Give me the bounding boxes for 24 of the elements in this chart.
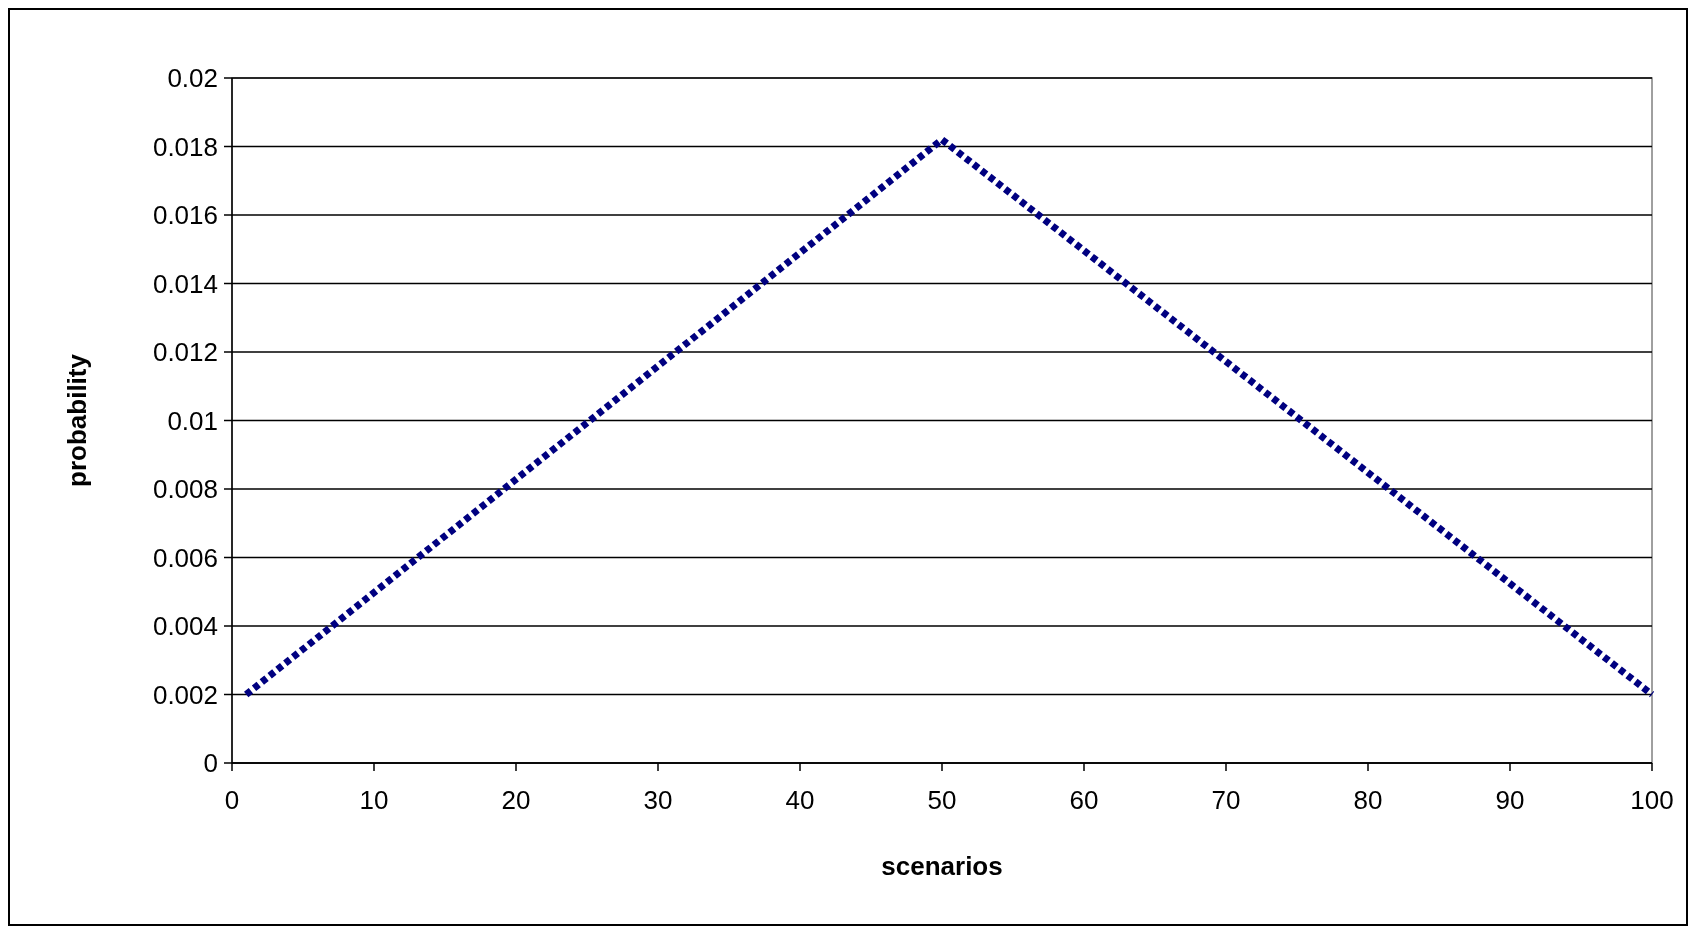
y-tick-label: 0.004 (152, 611, 218, 642)
y-tick-label: 0.006 (152, 542, 218, 573)
y-axis-title: probability (62, 353, 92, 487)
y-tick-label: 0.016 (152, 200, 218, 231)
x-tick-label: 50 (927, 785, 957, 815)
y-tick-label: 0.01 (167, 405, 218, 436)
x-tick-label: 60 (1069, 785, 1099, 815)
y-tick-label: 0 (203, 748, 218, 779)
y-tick-label: 0.008 (152, 474, 218, 505)
y-tick-label: 0.002 (152, 679, 218, 710)
y-tick-label: 0.018 (152, 131, 218, 162)
x-tick-label: 90 (1495, 785, 1525, 815)
x-tick-label: 70 (1211, 785, 1241, 815)
x-tick-label: 20 (501, 785, 531, 815)
x-tick-label: 100 (1630, 785, 1674, 815)
x-tick-label: 0 (224, 785, 240, 815)
x-tick-label: 30 (643, 785, 673, 815)
x-tick-label: 10 (359, 785, 389, 815)
y-tick-label: 0.012 (152, 337, 218, 368)
x-axis-title: scenarios (881, 851, 1003, 881)
y-tick-label: 0.02 (167, 63, 218, 94)
x-tick-label: 40 (785, 785, 815, 815)
y-tick-label: 0.014 (152, 268, 218, 299)
x-tick-label: 80 (1353, 785, 1383, 815)
